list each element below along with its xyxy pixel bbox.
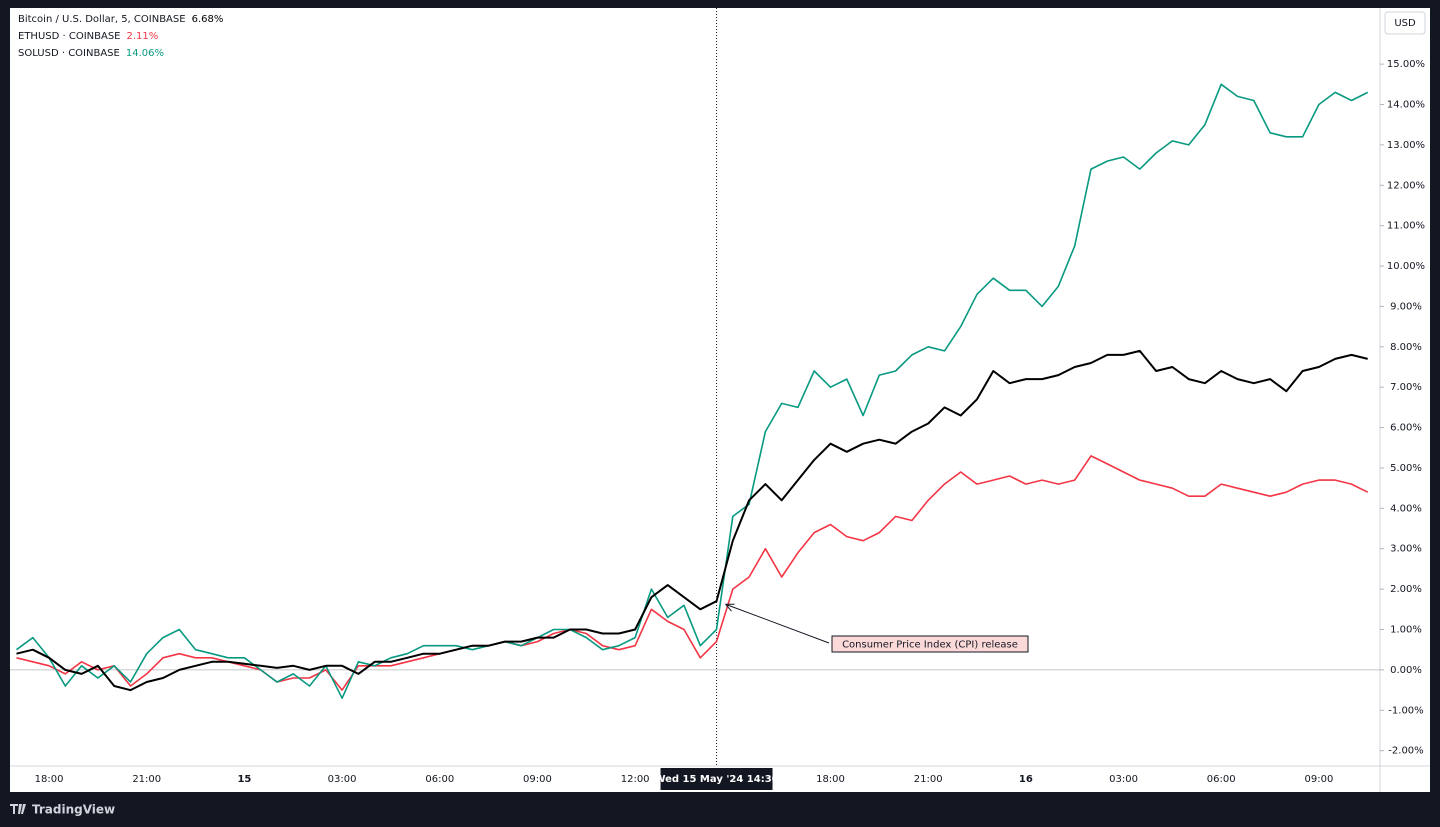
x-tick-label: 09:00 bbox=[523, 774, 552, 785]
x-tick-label: 09:00 bbox=[1304, 774, 1333, 785]
currency-box[interactable] bbox=[1384, 11, 1426, 35]
y-tick-label: 3.00% bbox=[1390, 544, 1422, 555]
x-tick-label: 18:00 bbox=[35, 774, 64, 785]
footer-logo[interactable]: TradingView bbox=[10, 803, 115, 817]
legend-change: 6.68% bbox=[192, 14, 224, 25]
logo-icon bbox=[10, 804, 26, 814]
annotation-box bbox=[831, 635, 1029, 653]
x-tick-label: 21:00 bbox=[914, 774, 943, 785]
annotation-arrow bbox=[725, 603, 830, 644]
crosshair-label-box bbox=[660, 768, 773, 790]
y-tick-label: 15.00% bbox=[1387, 59, 1425, 70]
y-tick-label: 10.00% bbox=[1387, 261, 1425, 272]
y-tick-label: 5.00% bbox=[1390, 463, 1422, 474]
y-tick-label: 9.00% bbox=[1390, 301, 1422, 312]
y-tick-label: 2.00% bbox=[1390, 584, 1422, 595]
series-line bbox=[16, 455, 1369, 691]
y-tick-label: 8.00% bbox=[1390, 342, 1422, 353]
y-tick-label: 12.00% bbox=[1387, 180, 1425, 191]
x-tick-label: 16 bbox=[1019, 774, 1033, 785]
legend-name: Bitcoin / U.S. Dollar, 5, COINBASE bbox=[18, 14, 186, 25]
annotation-arrowhead bbox=[725, 603, 735, 612]
series-line bbox=[16, 349, 1368, 692]
legend-entry[interactable]: ETHUSD · COINBASE 2.11% bbox=[18, 31, 158, 42]
y-tick-label: -1.00% bbox=[1388, 705, 1423, 716]
legend-change: 14.06% bbox=[126, 48, 164, 59]
y-tick-label: 7.00% bbox=[1390, 382, 1422, 393]
currency-label: USD bbox=[1394, 18, 1416, 29]
legend-name: ETHUSD · COINBASE bbox=[18, 31, 121, 42]
legend-name: SOLUSD · COINBASE bbox=[18, 48, 120, 59]
y-tick-label: 14.00% bbox=[1387, 100, 1425, 111]
y-tick-label: 4.00% bbox=[1390, 503, 1422, 514]
x-tick-label: 12:00 bbox=[621, 774, 650, 785]
y-tick-label: -2.00% bbox=[1388, 746, 1423, 757]
x-tick-label: 03:00 bbox=[328, 774, 357, 785]
legend-entry[interactable]: SOLUSD · COINBASE 14.06% bbox=[18, 48, 164, 59]
x-tick-label: 15 bbox=[237, 774, 251, 785]
legend-entry[interactable]: Bitcoin / U.S. Dollar, 5, COINBASE 6.68% bbox=[18, 14, 223, 25]
y-tick-label: 11.00% bbox=[1387, 221, 1425, 232]
legend-text: Bitcoin / U.S. Dollar, 5, COINBASE 6.68% bbox=[18, 14, 223, 25]
y-tick-label: 6.00% bbox=[1390, 423, 1422, 434]
x-tick-label: 06:00 bbox=[1207, 774, 1236, 785]
chart-panel bbox=[10, 8, 1430, 792]
crosshair-label: Wed 15 May '24 14:30 bbox=[654, 774, 778, 785]
x-tick-label: 18:00 bbox=[816, 774, 845, 785]
legend-change: 2.11% bbox=[127, 31, 159, 42]
legend-text: ETHUSD · COINBASE 2.11% bbox=[18, 31, 158, 42]
y-tick-label: 1.00% bbox=[1390, 625, 1422, 636]
x-tick-label: 03:00 bbox=[1109, 774, 1138, 785]
x-tick-label: 06:00 bbox=[425, 774, 454, 785]
annotation-text: Consumer Price Index (CPI) release bbox=[842, 640, 1018, 651]
legend-text: SOLUSD · COINBASE 14.06% bbox=[18, 48, 164, 59]
y-tick-label: 13.00% bbox=[1387, 140, 1425, 151]
x-tick-label: 21:00 bbox=[132, 774, 161, 785]
y-tick-label: 0.00% bbox=[1390, 665, 1422, 676]
footer-brand: TradingView bbox=[32, 803, 115, 817]
series-line bbox=[16, 83, 1369, 699]
